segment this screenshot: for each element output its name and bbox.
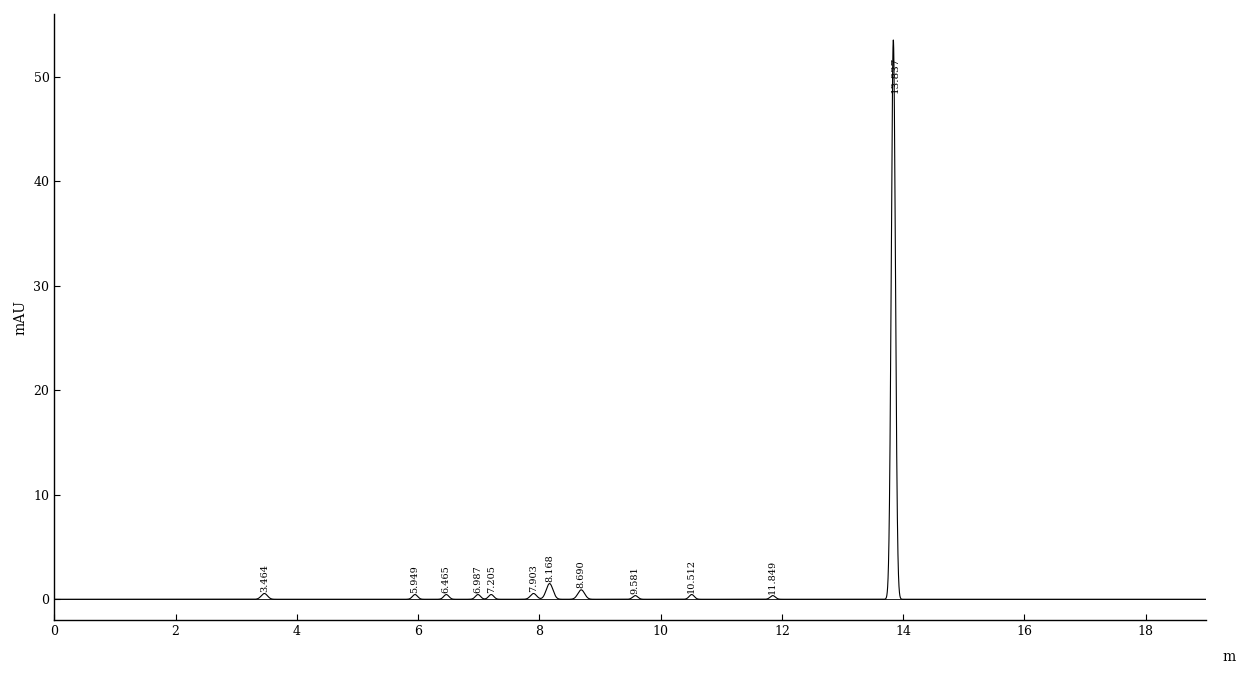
Text: 6.987: 6.987 (474, 565, 482, 593)
Text: 6.465: 6.465 (441, 565, 451, 593)
Text: 11.849: 11.849 (769, 560, 777, 594)
Text: 13.837: 13.837 (892, 57, 900, 93)
Text: 9.581: 9.581 (631, 566, 640, 594)
Text: 8.690: 8.690 (577, 561, 585, 588)
Text: 8.168: 8.168 (546, 554, 554, 582)
Text: 3.464: 3.464 (260, 564, 269, 592)
Y-axis label: mAU: mAU (14, 299, 27, 334)
Text: 5.949: 5.949 (410, 565, 419, 593)
Text: 10.512: 10.512 (687, 559, 696, 593)
X-axis label: m: m (1223, 650, 1236, 665)
Text: 7.205: 7.205 (486, 565, 496, 593)
Text: 7.903: 7.903 (529, 564, 538, 592)
